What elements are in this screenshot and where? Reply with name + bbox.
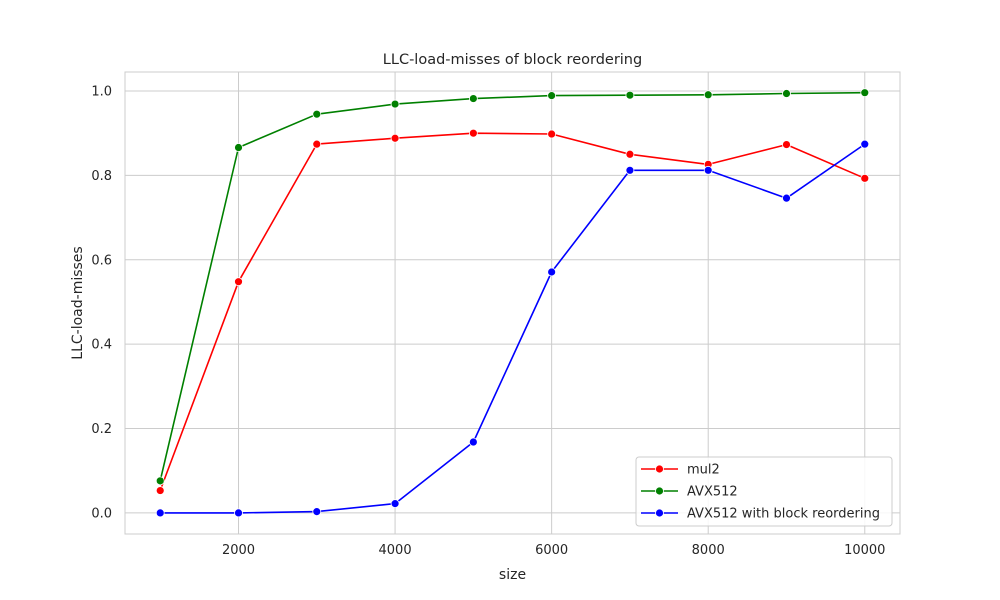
data-point: [625, 149, 635, 159]
series-line: [159, 132, 866, 491]
x-tick-label: 4000: [379, 543, 412, 558]
legend-label: AVX512: [687, 485, 738, 500]
data-point: [703, 165, 713, 175]
data-point: [390, 499, 400, 509]
data-point: [625, 90, 635, 100]
data-point: [782, 89, 791, 98]
data-point: [782, 140, 791, 149]
x-axis-label: size: [499, 567, 526, 583]
y-tick-label: 0.4: [91, 338, 112, 353]
data-point: [468, 94, 478, 103]
series-1: [155, 88, 870, 486]
data-point: [547, 91, 557, 101]
y-tick-label: 0.6: [91, 253, 112, 268]
y-tick-label: 0.8: [91, 169, 112, 184]
y-tick-label: 0.0: [91, 506, 112, 521]
y-tick-label: 1.0: [91, 84, 112, 99]
data-point: [468, 128, 478, 138]
y-axis-label: LLC-load-misses: [70, 246, 86, 359]
data-point: [312, 139, 322, 149]
legend-swatch-marker: [655, 464, 664, 474]
data-point: [155, 476, 165, 486]
data-point: [782, 193, 791, 203]
series-line: [160, 143, 866, 514]
legend: mul2 AVX512 AVX512 with block reordering: [635, 456, 893, 527]
data-point: [625, 165, 635, 175]
data-point: [547, 129, 557, 139]
data-point: [390, 99, 400, 109]
data-point: [234, 277, 243, 287]
legend-swatch-marker: [655, 508, 664, 518]
x-tick-label: 6000: [535, 543, 568, 558]
data-point: [860, 88, 870, 98]
y-tick-label: 0.2: [91, 422, 112, 437]
x-tick-label: 8000: [692, 543, 725, 558]
legend-box: [635, 456, 893, 527]
y-ticks: 0.0 0.2 0.4 0.6 0.8 1.0: [91, 84, 112, 521]
series-layer: [155, 88, 870, 518]
data-point: [234, 143, 243, 152]
legend-swatch-marker: [655, 486, 664, 496]
series-2: [155, 139, 870, 518]
data-point: [155, 486, 165, 495]
data-point: [860, 139, 870, 149]
data-point: [703, 90, 713, 100]
data-point: [390, 133, 400, 143]
data-point: [547, 267, 557, 277]
data-point: [312, 109, 322, 119]
x-tick-label: 10000: [844, 543, 885, 558]
data-point: [468, 437, 478, 447]
series-line: [159, 91, 865, 481]
x-tick-label: 2000: [222, 543, 255, 558]
chart-title: LLC-load-misses of block reordering: [383, 52, 642, 68]
legend-label: AVX512 with block reordering: [687, 507, 880, 522]
legend-label: mul2: [687, 463, 720, 478]
data-point: [312, 507, 322, 517]
data-point: [234, 508, 243, 518]
x-ticks: 2000 4000 6000 8000 10000: [222, 543, 885, 558]
data-point: [860, 173, 870, 183]
data-point: [155, 508, 165, 518]
